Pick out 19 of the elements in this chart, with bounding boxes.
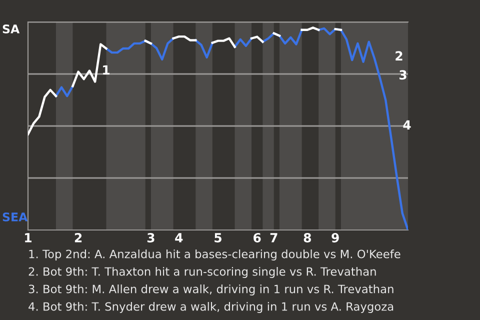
text: 2. Bot 9th: T. Thaxton hit a run-scoring single vs R. Trevathan: [28, 266, 376, 278]
annotation: 3: [399, 70, 406, 80]
x-tick-label: 9: [332, 233, 339, 242]
text: SEA: [2, 212, 28, 222]
x-tick-label: 2: [74, 233, 82, 242]
annotation: 4: [403, 120, 411, 130]
x-tick-label: 6: [254, 233, 261, 242]
text: 1. Top 2nd: A. Anzaldua hit a bases-clearing double vs M. O'Keefe: [29, 249, 400, 261]
annotation: 2: [396, 51, 402, 60]
text: 3. Bot 9th: M. Allen drew a walk, driving in 1 run vs R. Trevathan: [28, 284, 394, 296]
x-tick-label: 8: [304, 233, 311, 242]
x-tick-label: 7: [270, 233, 278, 242]
x-tick-label: 4: [175, 233, 183, 242]
annotation: 1: [103, 65, 110, 74]
x-tick-label: 1: [25, 233, 32, 242]
text: 4. Bot 9th: T. Snyder drew a walk, driving in 1 run vs A. Raygoza: [28, 302, 394, 314]
x-tick-label: 3: [147, 233, 154, 242]
x-tick-label: 5: [214, 233, 222, 242]
text: SA: [2, 24, 20, 34]
